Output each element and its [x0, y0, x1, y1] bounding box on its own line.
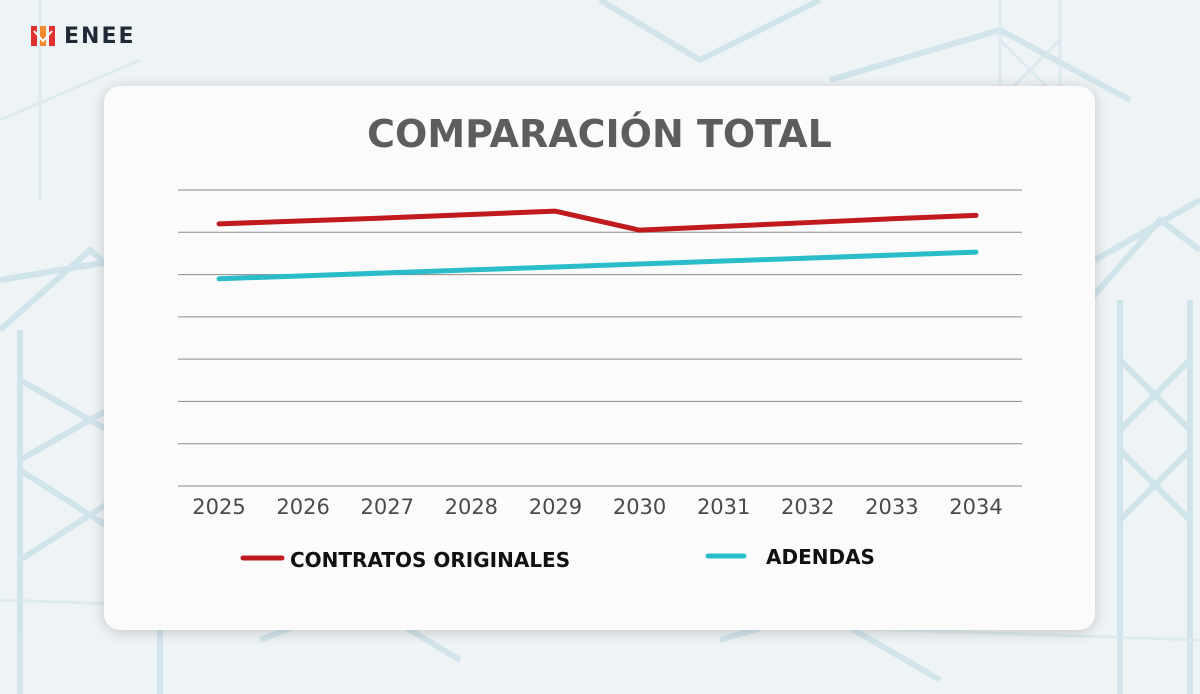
chart-card: COMPARACIÓN TOTAL 2025 2026 2027 2028 2029 20…	[104, 86, 1095, 630]
brand-name: ENEE	[64, 23, 136, 49]
enee-logo-icon	[31, 26, 55, 46]
legend-label-2: ADENDAS	[766, 545, 875, 569]
x-tick-label: 2026	[276, 495, 329, 519]
line-chart: 2025 2026 2027 2028 2029 2030 2031 2032 2033 2034…	[178, 189, 1022, 572]
x-tick-label: 2029	[529, 495, 582, 519]
x-tick-label: 2033	[865, 495, 918, 519]
x-tick-label: 2027	[360, 495, 413, 519]
x-tick-label: 2034	[949, 495, 1002, 519]
chart-title: COMPARACIÓN TOTAL	[367, 112, 832, 156]
brand-logo: ENEE	[30, 22, 136, 50]
x-tick-label: 2031	[697, 495, 750, 519]
x-tick-label: 2028	[445, 495, 498, 519]
legend-label-1: CONTRATOS ORIGINALES	[290, 548, 570, 572]
x-tick-label: 2025	[192, 495, 245, 519]
series-line-1	[216, 208, 979, 233]
x-tick-label: 2030	[613, 495, 666, 519]
x-tick-label: 2032	[781, 495, 834, 519]
series-line-2	[216, 249, 979, 282]
